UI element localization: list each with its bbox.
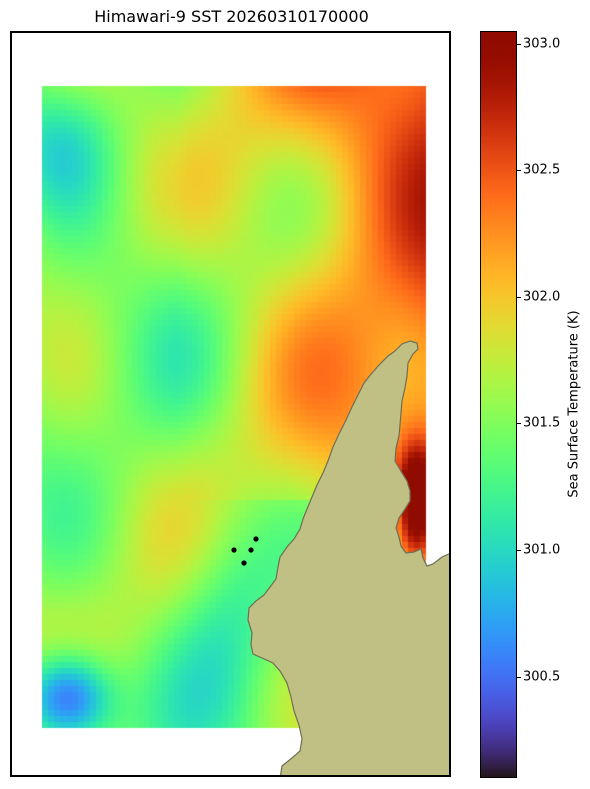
map-panel [10, 31, 451, 777]
chart-title: Himawari-9 SST 20260310170000 [94, 7, 369, 26]
colorbar-tick-label: 300.5 [523, 669, 561, 685]
colorbar-label: Sea Surface Temperature (K) [566, 310, 582, 498]
colorbar-tick [517, 170, 521, 172]
colorbar-tick [517, 423, 521, 425]
colorbar-ticks: 300.5 301.0 301.5 302.0 302.5 303.0 [517, 31, 561, 778]
colorbar-gradient [481, 32, 516, 777]
colorbar-tick [517, 550, 521, 552]
station-marker [231, 547, 237, 553]
station-marker [253, 536, 259, 542]
colorbar-tick-label: 302.0 [523, 289, 561, 305]
station-marker [241, 560, 247, 566]
land-mass [247, 340, 449, 775]
colorbar-tick-label: 301.0 [523, 542, 561, 558]
colorbar-tick-label: 303.0 [523, 36, 561, 52]
colorbar-tick [517, 296, 521, 298]
station-marker [248, 547, 254, 553]
colorbar-tick-label: 302.5 [523, 162, 561, 178]
colorbar [480, 31, 517, 778]
colorbar-tick [517, 43, 521, 45]
colorbar-tick [517, 676, 521, 678]
colorbar-tick-label: 301.5 [523, 415, 561, 431]
land-overlay [231, 340, 449, 775]
